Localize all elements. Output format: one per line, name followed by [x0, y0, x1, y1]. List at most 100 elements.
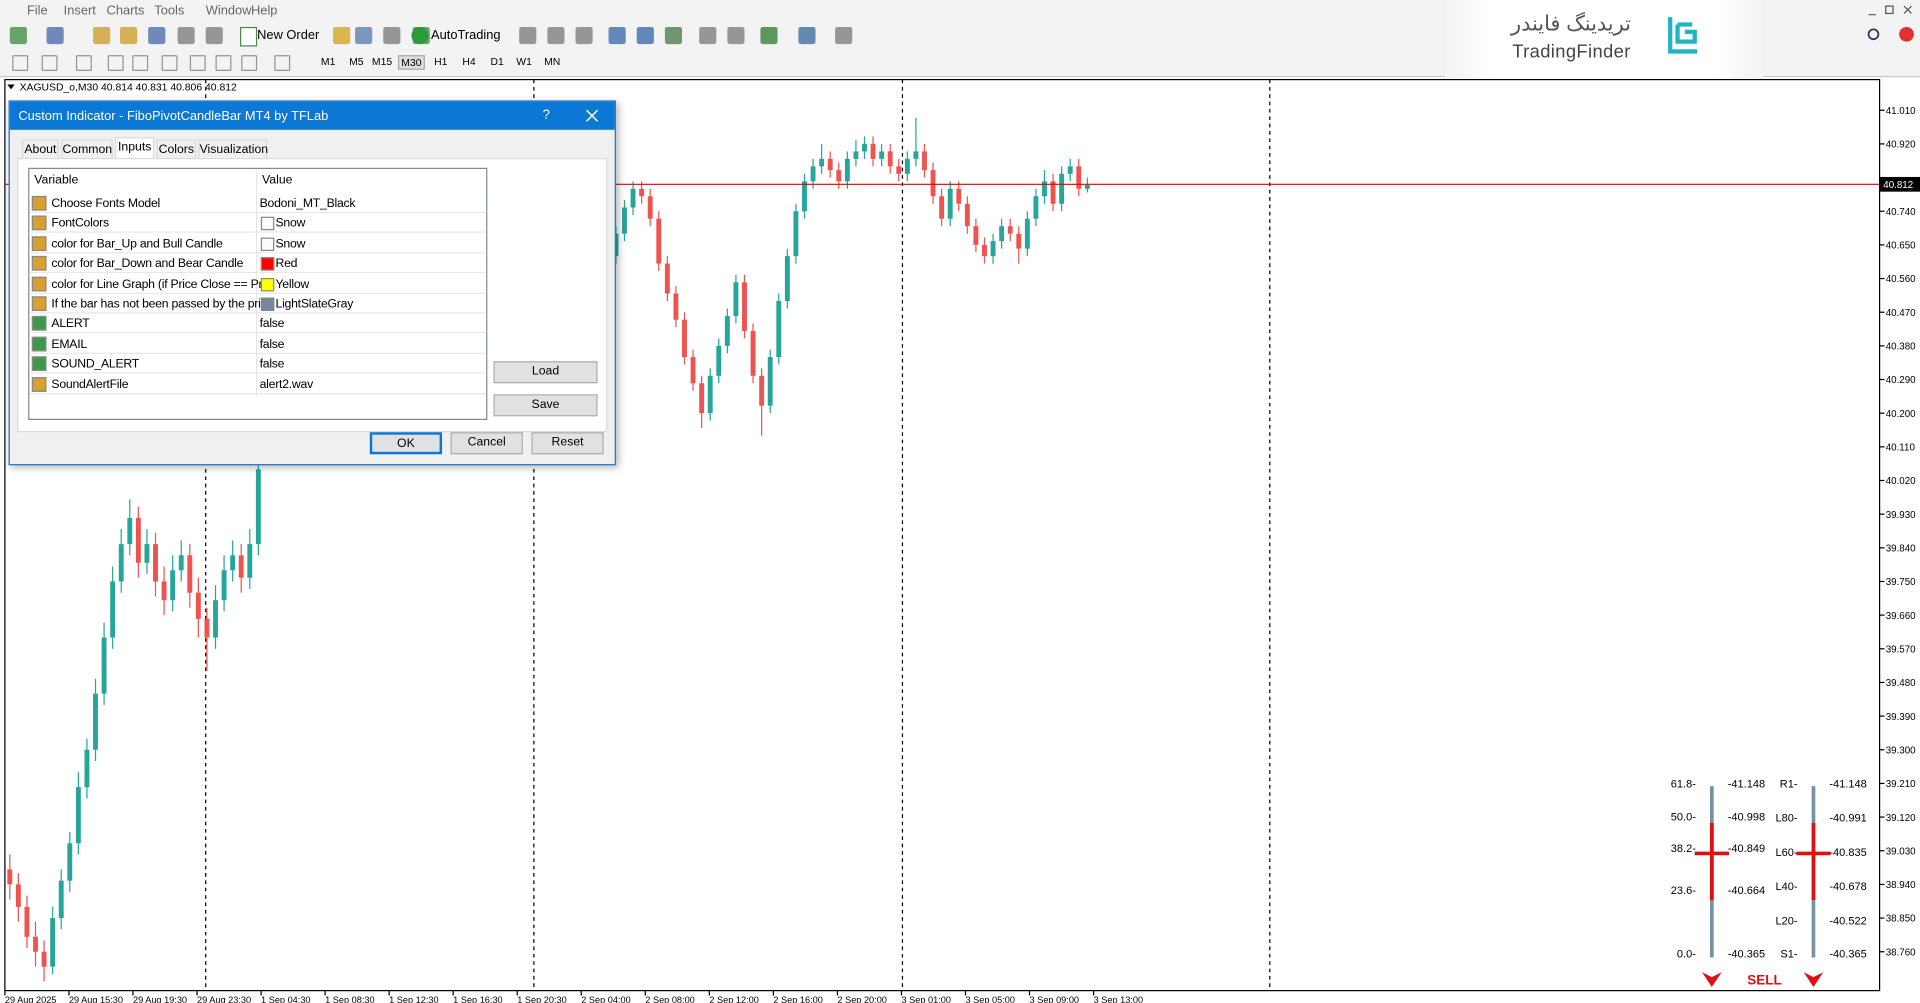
- toolbar-icon[interactable]: [636, 26, 654, 45]
- variable-name: color for Line Graph (if Price Close == …: [51, 277, 275, 291]
- toolbar-icon[interactable]: [519, 26, 537, 45]
- search-alerts[interactable]: [1864, 24, 1918, 48]
- restore[interactable]: [1885, 5, 1894, 15]
- dialog-tab[interactable]: About: [22, 139, 59, 158]
- timeframe-button[interactable]: M5: [349, 55, 364, 68]
- candle-body: [238, 555, 244, 578]
- variable-value[interactable]: false: [259, 357, 285, 372]
- timeframe-button[interactable]: H1: [434, 55, 448, 68]
- toolbar-icon[interactable]: [608, 26, 626, 45]
- menu-item[interactable]: Window: [205, 3, 252, 19]
- toolbar-icon[interactable]: [120, 26, 138, 45]
- side-button[interactable]: Save: [493, 394, 598, 417]
- toolbar-icon[interactable]: [575, 26, 593, 45]
- dialog-button[interactable]: Reset: [531, 432, 604, 455]
- timeframe-button[interactable]: H4: [462, 55, 476, 68]
- pivot-level: L80-: [1775, 813, 1797, 825]
- dialog-tab[interactable]: Visualization: [198, 139, 268, 158]
- draw-tool[interactable]: [107, 55, 124, 72]
- color-swatch[interactable]: [260, 217, 275, 231]
- draw-tool[interactable]: [215, 55, 232, 72]
- variable-value[interactable]: Yellow: [275, 277, 310, 291]
- variable-value[interactable]: Red: [275, 257, 298, 271]
- fib-level: 50.0-: [1671, 811, 1696, 823]
- toolbar-icon[interactable]: [9, 26, 27, 45]
- variable-value[interactable]: false: [259, 317, 285, 332]
- candle-body: [639, 188, 645, 197]
- candle-body: [33, 936, 38, 952]
- draw-tool[interactable]: [75, 55, 92, 72]
- draw-tool[interactable]: [12, 55, 29, 72]
- variable-value[interactable]: LightSlateGray: [275, 297, 354, 312]
- toolbar-icon[interactable]: [547, 26, 565, 45]
- timeframe-button[interactable]: MN: [544, 55, 561, 68]
- time-label: 2 Sep 04:00: [581, 995, 630, 1003]
- menu-item[interactable]: Insert: [63, 3, 96, 19]
- candle-body: [673, 293, 679, 320]
- draw-tool[interactable]: [241, 55, 258, 72]
- color-swatch[interactable]: [260, 297, 275, 312]
- toolbar-icon[interactable]: [205, 26, 223, 45]
- variable-value[interactable]: alert2.wav: [259, 377, 314, 392]
- draw-tool[interactable]: [41, 55, 58, 72]
- timeframe-button[interactable]: M30: [397, 55, 425, 70]
- candle-body: [15, 884, 21, 907]
- color-swatch[interactable]: [260, 277, 275, 291]
- variable-value[interactable]: Bodoni_MT_Black: [259, 197, 356, 211]
- draw-tool[interactable]: [274, 55, 291, 72]
- side-button[interactable]: Load: [493, 361, 598, 384]
- toolbar-icon[interactable]: [664, 26, 683, 45]
- help-button[interactable]: ?: [542, 107, 550, 123]
- dialog-tab[interactable]: Inputs: [115, 137, 155, 158]
- candle-body: [247, 544, 253, 578]
- menu-item[interactable]: Charts: [106, 3, 145, 19]
- toolbar-icon[interactable]: [93, 26, 111, 45]
- toolbar-icon[interactable]: [727, 26, 745, 45]
- toolbar-icon[interactable]: [46, 26, 64, 45]
- dialog-button[interactable]: OK: [369, 432, 443, 455]
- toolbar-icon[interactable]: [383, 26, 401, 45]
- menu-item[interactable]: Tools: [154, 3, 185, 19]
- toolbar-icon[interactable]: [699, 26, 717, 45]
- timeframe-button[interactable]: D1: [490, 55, 504, 68]
- toolbar-icon[interactable]: [760, 26, 778, 45]
- color-swatch[interactable]: [260, 237, 275, 251]
- dialog-tab[interactable]: Common: [61, 139, 113, 158]
- variable-value[interactable]: Snow: [275, 217, 306, 231]
- candle-body: [213, 600, 218, 638]
- toolbar-icon[interactable]: [177, 26, 195, 45]
- time-label: 1 Sep 04:30: [261, 995, 310, 1003]
- autotrading[interactable]: AutoTrading: [431, 28, 501, 43]
- candle-body: [7, 869, 13, 885]
- menu-item[interactable]: File: [26, 3, 48, 19]
- toolbar-icon[interactable]: [333, 26, 351, 45]
- candle-body: [1076, 166, 1082, 189]
- search-icon[interactable]: [1867, 28, 1880, 41]
- new-order[interactable]: New Order: [257, 28, 320, 43]
- toolbar-icon[interactable]: [835, 26, 853, 45]
- color-swatch[interactable]: [260, 257, 275, 271]
- fib-level: 0.0-: [1677, 949, 1696, 961]
- close-button[interactable]: [585, 109, 599, 122]
- timeframe-button[interactable]: M1: [320, 55, 336, 68]
- draw-tool[interactable]: [161, 55, 178, 72]
- close[interactable]: [1903, 5, 1912, 14]
- dialog-tab[interactable]: Colors: [156, 139, 196, 158]
- close-x[interactable]: [586, 109, 599, 122]
- window-controls[interactable]: [1861, 2, 1917, 19]
- toolbar-icon[interactable]: [148, 26, 166, 45]
- variable-value[interactable]: Snow: [275, 237, 306, 251]
- draw-tool[interactable]: [189, 55, 206, 72]
- dialog-button[interactable]: Cancel: [450, 432, 523, 455]
- autotrading-icon[interactable]: [411, 26, 429, 45]
- variable-value[interactable]: false: [259, 337, 285, 352]
- toolbar-icon[interactable]: [798, 26, 816, 45]
- draw-tool[interactable]: [132, 55, 149, 72]
- toolbar-icon[interactable]: [355, 26, 373, 45]
- timeframe-button[interactable]: M15: [371, 55, 393, 68]
- timeframe-button[interactable]: W1: [516, 55, 532, 68]
- candle-body: [144, 544, 150, 563]
- menu-item[interactable]: Help: [251, 3, 278, 19]
- alert-icon[interactable]: [1899, 26, 1914, 42]
- new-order-icon[interactable]: [240, 26, 258, 47]
